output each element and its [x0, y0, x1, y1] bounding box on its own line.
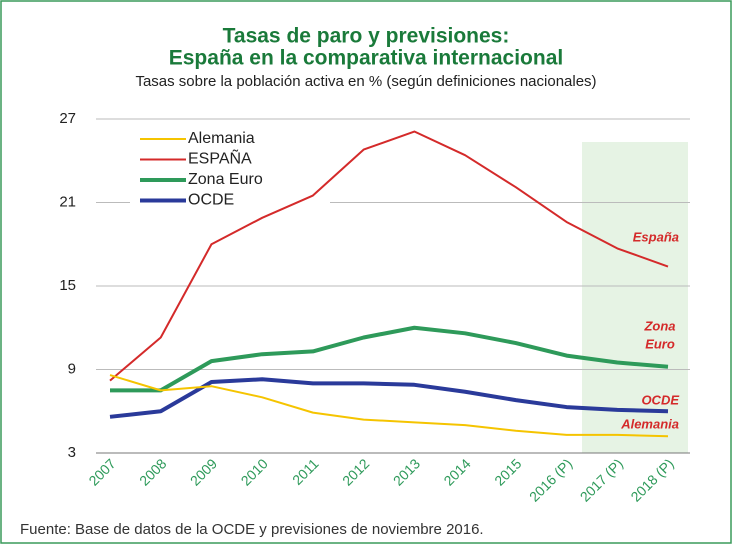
chart-title: Tasas de paro y previsiones:: [223, 25, 510, 48]
source: Fuente: Base de datos de la OCDE y previ…: [20, 521, 484, 538]
y-tick-label: 21: [59, 193, 76, 210]
chart-subtitle: Tasas sobre la población activa en % (se…: [135, 73, 596, 90]
legend-label: OCDE: [188, 192, 234, 209]
y-tick-label: 9: [68, 360, 76, 377]
chart-title: España en la comparativa internacional: [169, 47, 563, 70]
series-line: [109, 130, 669, 382]
annotation: Alemania: [620, 416, 679, 431]
annotation: Euro: [645, 336, 675, 351]
y-tick-label: 3: [68, 444, 76, 461]
annotation: España: [633, 229, 679, 244]
series-line: [110, 325, 669, 393]
series-line: [109, 374, 669, 438]
y-tick-label: 15: [59, 277, 76, 294]
y-tick-label: 27: [59, 110, 76, 127]
legend-box: [130, 128, 330, 212]
annotation: OCDE: [641, 392, 679, 407]
forecast-area: [582, 142, 688, 453]
legend-label: ESPAÑA: [188, 148, 252, 168]
legend-label: Zona Euro: [188, 171, 263, 188]
legend-label: Alemania: [188, 130, 255, 147]
annotation: Zona: [643, 318, 675, 333]
